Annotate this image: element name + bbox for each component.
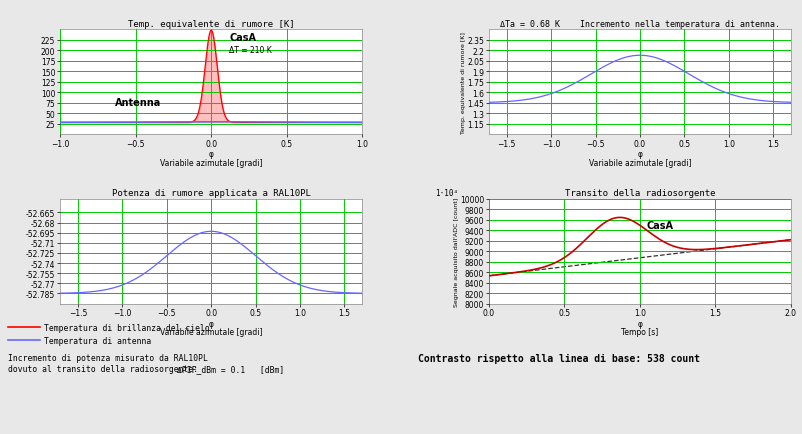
Temperatura di brillanza del cielo (206, 29, 216, 34)
Temperatura di brillanza del cielo (252, 121, 261, 126)
X-axis label: φ
Variabile azimutale [gradi]: φ Variabile azimutale [gradi] (160, 150, 262, 167)
Y-axis label: Segnale acquisito dall'ADC [count]: Segnale acquisito dall'ADC [count] (453, 197, 458, 306)
Temperatura di antenna (357, 120, 367, 125)
Temperatura di brillanza del cielo (237, 121, 246, 126)
Line: Temperatura di brillanza del cielo: Temperatura di brillanza del cielo (60, 31, 362, 123)
Text: Temperatura di antenna: Temperatura di antenna (44, 336, 152, 345)
Temperatura di brillanza del cielo (55, 121, 65, 126)
Text: 1·10⁴: 1·10⁴ (434, 188, 457, 197)
Temperatura di antenna (237, 120, 246, 125)
Y-axis label: Temp. equivalente di rumore [K]: Temp. equivalente di rumore [K] (460, 32, 465, 133)
Text: Temperatura di brillanza del cielo: Temperatura di brillanza del cielo (44, 323, 209, 332)
Temperatura di brillanza del cielo (281, 121, 290, 126)
Text: Contrasto rispetto alla linea di base: 538 count: Contrasto rispetto alla linea di base: 5… (417, 353, 699, 363)
Text: ΔPIF_dBm = 0.1   [dBm]: ΔPIF_dBm = 0.1 [dBm] (176, 365, 284, 373)
Line: Temperatura di antenna: Temperatura di antenna (60, 122, 362, 123)
Text: CasA: CasA (229, 33, 256, 43)
X-axis label: φ
Variabile azimutale [gradi]: φ Variabile azimutale [gradi] (160, 319, 262, 336)
Temperatura di antenna (55, 120, 65, 125)
Text: dovuto al transito della radiosorgente:: dovuto al transito della radiosorgente: (8, 365, 198, 373)
X-axis label: φ
Tempo [s]: φ Tempo [s] (621, 319, 658, 336)
Temperatura di antenna (303, 120, 313, 125)
X-axis label: φ
Variabile azimutale [gradi]: φ Variabile azimutale [gradi] (588, 150, 691, 167)
Title: Potenza di rumore applicata a RAL10PL: Potenza di rumore applicata a RAL10PL (111, 189, 310, 198)
Text: ΔT = 210 K: ΔT = 210 K (229, 46, 272, 55)
Temperatura di antenna (110, 120, 119, 125)
Temperatura di brillanza del cielo (357, 121, 367, 126)
Temperatura di antenna (171, 120, 180, 125)
Temperatura di brillanza del cielo (110, 121, 119, 126)
Title: ΔTa = 0.68 K    Incremento nella temperatura di antenna.: ΔTa = 0.68 K Incremento nella temperatur… (500, 20, 779, 29)
Temperatura di brillanza del cielo (171, 121, 180, 126)
Temperatura di antenna (206, 120, 216, 125)
Temperatura di brillanza del cielo (303, 121, 313, 126)
Text: CasA: CasA (646, 220, 672, 230)
Temperatura di antenna (281, 120, 290, 125)
Title: Transito della radiosorgente: Transito della radiosorgente (564, 189, 715, 198)
Title: Temp. equivalente di rumore [K]: Temp. equivalente di rumore [K] (128, 20, 294, 29)
Text: Antenna: Antenna (115, 98, 160, 108)
Temperatura di antenna (252, 120, 261, 125)
Text: Incremento di potenza misurato da RAL10PL: Incremento di potenza misurato da RAL10P… (8, 354, 208, 362)
